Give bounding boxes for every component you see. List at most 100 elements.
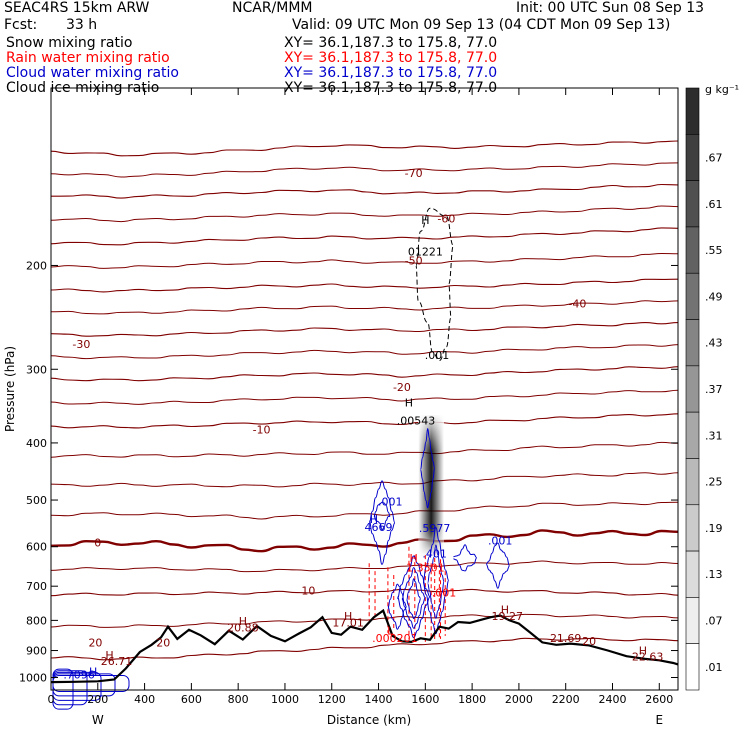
- contour-label: 4669: [365, 521, 393, 534]
- contour-label: -60: [437, 212, 455, 225]
- colorbar-level-label: .31: [705, 429, 723, 442]
- cloud-water-contour: [373, 501, 391, 531]
- colorbar-cell: [685, 134, 700, 181]
- contour-label: -40: [568, 298, 586, 311]
- x-tick-label: 1800: [458, 693, 486, 706]
- terrain-line: [50, 608, 679, 684]
- cloud-water-contour: [387, 583, 407, 630]
- isotherm-line: [50, 322, 679, 337]
- isotherm-line: [50, 366, 679, 382]
- contour-label: L: [387, 624, 394, 637]
- field-xy-rain: XY= 36.1,187.3 to 175.8, 77.0: [284, 50, 498, 66]
- contour-labels: -70-60-50-40-30-20-1001020H01221.001H.00…: [63, 167, 663, 681]
- plot-frame: [50, 87, 679, 691]
- contour-label: 20: [156, 636, 170, 649]
- colorbar-level-label: .49: [705, 290, 723, 303]
- terrain-profile: [50, 608, 679, 684]
- x-tick-label: 2000: [505, 693, 533, 706]
- contour-label: 01221: [408, 245, 443, 258]
- x-axis-label: Distance (km): [327, 713, 411, 727]
- model-title: SEAC4RS 15km ARW: [4, 0, 150, 16]
- west-label: W: [92, 713, 104, 727]
- contour-label: 19.27: [491, 610, 523, 623]
- cloud-ice-shading-fade: [418, 415, 445, 556]
- contour-label: .00543: [397, 415, 436, 428]
- field-name-snow: Snow mixing ratio: [6, 35, 133, 51]
- contour-label: -70: [405, 167, 423, 180]
- hydrometeor-contours: [52, 207, 511, 710]
- contour-label: 20: [582, 635, 596, 648]
- isotherm-line: [50, 183, 679, 199]
- colorbar-cell: [685, 226, 700, 274]
- contour-label: -30: [72, 338, 90, 351]
- colorbar-cell: [685, 458, 700, 506]
- cloud-water-contour: [406, 578, 421, 620]
- contour-label: H: [405, 397, 413, 410]
- colorbar-unit: g kg⁻¹: [705, 83, 739, 96]
- contour-label: .001: [488, 535, 513, 548]
- forecast-label: Fcst:: [4, 17, 38, 33]
- field-xy-cloud-water: XY= 36.1,187.3 to 175.8, 77.0: [284, 65, 498, 81]
- cloud-water-contour: [420, 427, 436, 509]
- cloud-water-contour: [422, 527, 450, 635]
- contour-label: 21.69: [550, 632, 582, 645]
- contour-label: 1.3501: [406, 561, 445, 574]
- isotherm-line: [50, 529, 679, 553]
- colorbar-cell: [685, 272, 700, 320]
- forecast-hour: 33 h: [66, 17, 98, 33]
- contour-label: -20: [393, 381, 411, 394]
- isotherm-line: [50, 227, 679, 246]
- contour-label: .5977: [419, 522, 451, 535]
- isotherm-minor-line: [50, 300, 679, 315]
- colorbar-cell: [685, 411, 700, 459]
- contour-label: H: [421, 214, 429, 227]
- colorbar-level-label: .07: [705, 615, 723, 628]
- contour-label: 10: [301, 584, 315, 597]
- colorbar-cell: [685, 365, 700, 413]
- contour-label: .001: [378, 496, 403, 509]
- temperature-isotherms: [50, 140, 679, 661]
- isotherm-minor-line: [50, 501, 679, 520]
- y-tick-label: 700: [26, 580, 47, 593]
- x-tick-label: 2200: [552, 693, 580, 706]
- x-tick-label: 1000: [271, 693, 299, 706]
- y-tick-label: 800: [26, 614, 47, 627]
- x-tick-label: 2600: [645, 693, 673, 706]
- y-tick-label: 500: [26, 494, 47, 507]
- x-tick-label: 0: [48, 693, 55, 706]
- valid-time: Valid: 09 UTC Mon 09 Sep 13 (04 CDT Mon …: [292, 17, 671, 33]
- y-axis-label: Pressure (hPa): [3, 346, 17, 432]
- cloud-water-contour: [453, 544, 478, 572]
- cloud-water-contour: [427, 544, 445, 619]
- organization: NCAR/MMM: [232, 0, 313, 16]
- x-tick-label: 800: [228, 693, 249, 706]
- isotherm-minor-line: [50, 441, 679, 458]
- isotherm-minor-line: [50, 560, 679, 573]
- colorbar-level-label: .13: [705, 568, 723, 581]
- contour-label: H: [105, 649, 113, 662]
- contour-label: .7096: [63, 668, 95, 681]
- isotherm-minor-line: [50, 205, 679, 223]
- x-tick-label: 1200: [318, 693, 346, 706]
- contour-label: 26.71: [101, 655, 133, 668]
- isotherm-minor-line: [50, 162, 679, 178]
- colorbar-level-label: .55: [705, 244, 723, 257]
- contour-label: H: [639, 645, 647, 658]
- isotherm-minor-line: [50, 472, 679, 488]
- contour-label: H: [409, 552, 417, 565]
- y-tick-label: 900: [26, 645, 47, 658]
- y-tick-label: 400: [26, 437, 47, 450]
- field-name-cloud-water: Cloud water mixing ratio: [6, 65, 179, 81]
- contour-label: .001: [425, 349, 450, 362]
- colorbar-level-label: .67: [705, 151, 723, 164]
- x-tick-label: 200: [87, 693, 108, 706]
- x-tick-label: 1600: [411, 693, 439, 706]
- plot-axes: 0 200 400 600 800 1000 1200 1400 1600 1800 2000 220…: [3, 87, 679, 727]
- isotherm-line: [50, 588, 679, 597]
- colorbar-cell: [685, 180, 700, 228]
- colorbar-level-label: .19: [705, 522, 723, 535]
- isotherm-line: [50, 278, 679, 293]
- isotherm-minor-line: [50, 252, 679, 269]
